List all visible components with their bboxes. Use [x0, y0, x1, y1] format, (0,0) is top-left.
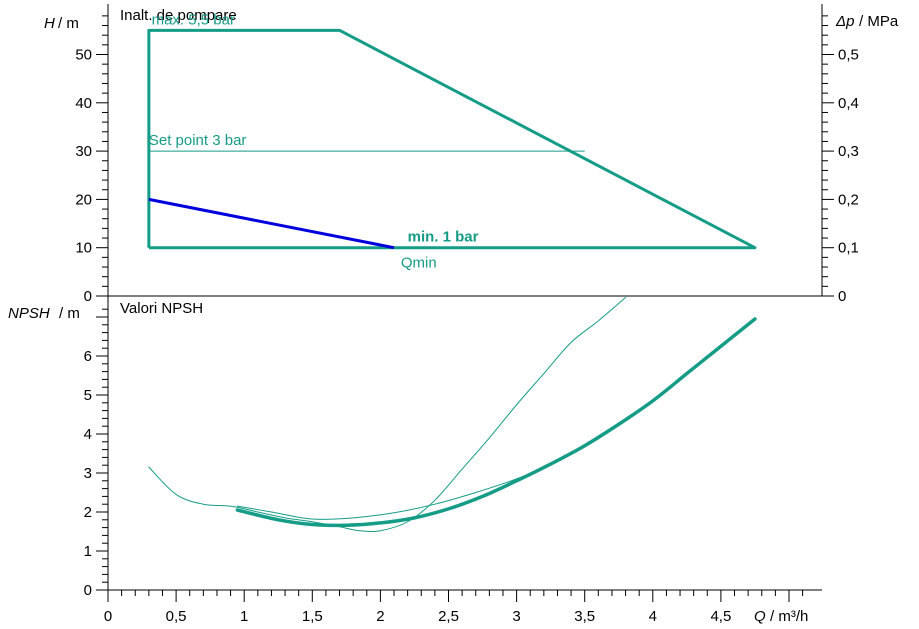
annot-qmin: Qmin [401, 255, 437, 272]
annot-max: max. 5,5 bar [152, 11, 235, 28]
h-tick-label: 20 [75, 191, 92, 208]
q-tick-label: 0,5 [166, 608, 187, 625]
series-envelope [147, 28, 757, 250]
npsh-tick-label: 6 [84, 348, 92, 365]
q-tick-label: 4 [649, 608, 657, 625]
npsh-tick-label: 5 [84, 387, 92, 404]
npsh-tick-label: 1 [84, 543, 92, 560]
q-axis-unit: / m³/h [770, 608, 808, 625]
q-tick-label: 1,5 [302, 608, 323, 625]
annot-min: min. 1 bar [408, 229, 479, 246]
series-qmin [148, 197, 395, 250]
dp-tick-label: 0,3 [838, 143, 859, 160]
top-panel-annotations: max. 5,5 bar Set point 3 bar min. 1 bar Qmi… [149, 11, 479, 271]
q-tick-label: 4,5 [710, 608, 731, 625]
h-tick-label: 10 [75, 240, 92, 257]
top-panel-title: Inalt. de pompare [120, 7, 237, 24]
dp-tick-label: 0,2 [838, 191, 859, 208]
h-tick-label: 40 [75, 95, 92, 112]
bottom-panel-series [148, 297, 757, 533]
axis-ticks: 0 10 20 30 40 50 0 0,1 0,2 0,3 0,4 0,5 0 1 2 3 4 5 6 0 0,5 1 1… [75, 15, 859, 625]
dp-tick-label: 0,1 [838, 240, 859, 257]
npsh-thin2-curve [236, 445, 586, 520]
npsh-tick-label: 0 [84, 582, 92, 599]
annot-setpoint: Set point 3 bar [149, 132, 247, 149]
q-tick-label: 3,5 [574, 608, 595, 625]
npsh-tick-label: 2 [84, 504, 92, 521]
dp-axis-symbol: Δp [835, 13, 854, 30]
top-panel-series [147, 28, 757, 250]
npsh-axis-symbol: NPSH [8, 305, 50, 322]
dp-tick-label: 0,5 [838, 47, 859, 64]
dp-axis-unit: / MPa [859, 13, 899, 30]
dp-tick-label: 0 [838, 288, 846, 305]
npsh-thin1-curve [148, 297, 627, 533]
npsh-tick-label: 4 [84, 426, 92, 443]
h-axis-unit: / m [58, 15, 79, 32]
q-tick-label: 3 [512, 608, 520, 625]
h-axis-symbol: H [44, 15, 55, 32]
h-tick-label: 50 [75, 47, 92, 64]
h-tick-label: 0 [84, 288, 92, 305]
q-tick-label: 1 [240, 608, 248, 625]
q-axis-symbol: Q [754, 608, 766, 625]
npsh-axis-unit: / m [59, 305, 80, 322]
npsh-tick-label: 3 [84, 465, 92, 482]
h-tick-label: 30 [75, 143, 92, 160]
npsh-thick-curve [235, 317, 757, 528]
q-tick-label: 2,5 [438, 608, 459, 625]
bottom-panel-title: Valori NPSH [120, 300, 203, 317]
q-tick-label: 2 [376, 608, 384, 625]
q-tick-label: 0 [104, 608, 112, 625]
dp-tick-label: 0,4 [838, 95, 859, 112]
